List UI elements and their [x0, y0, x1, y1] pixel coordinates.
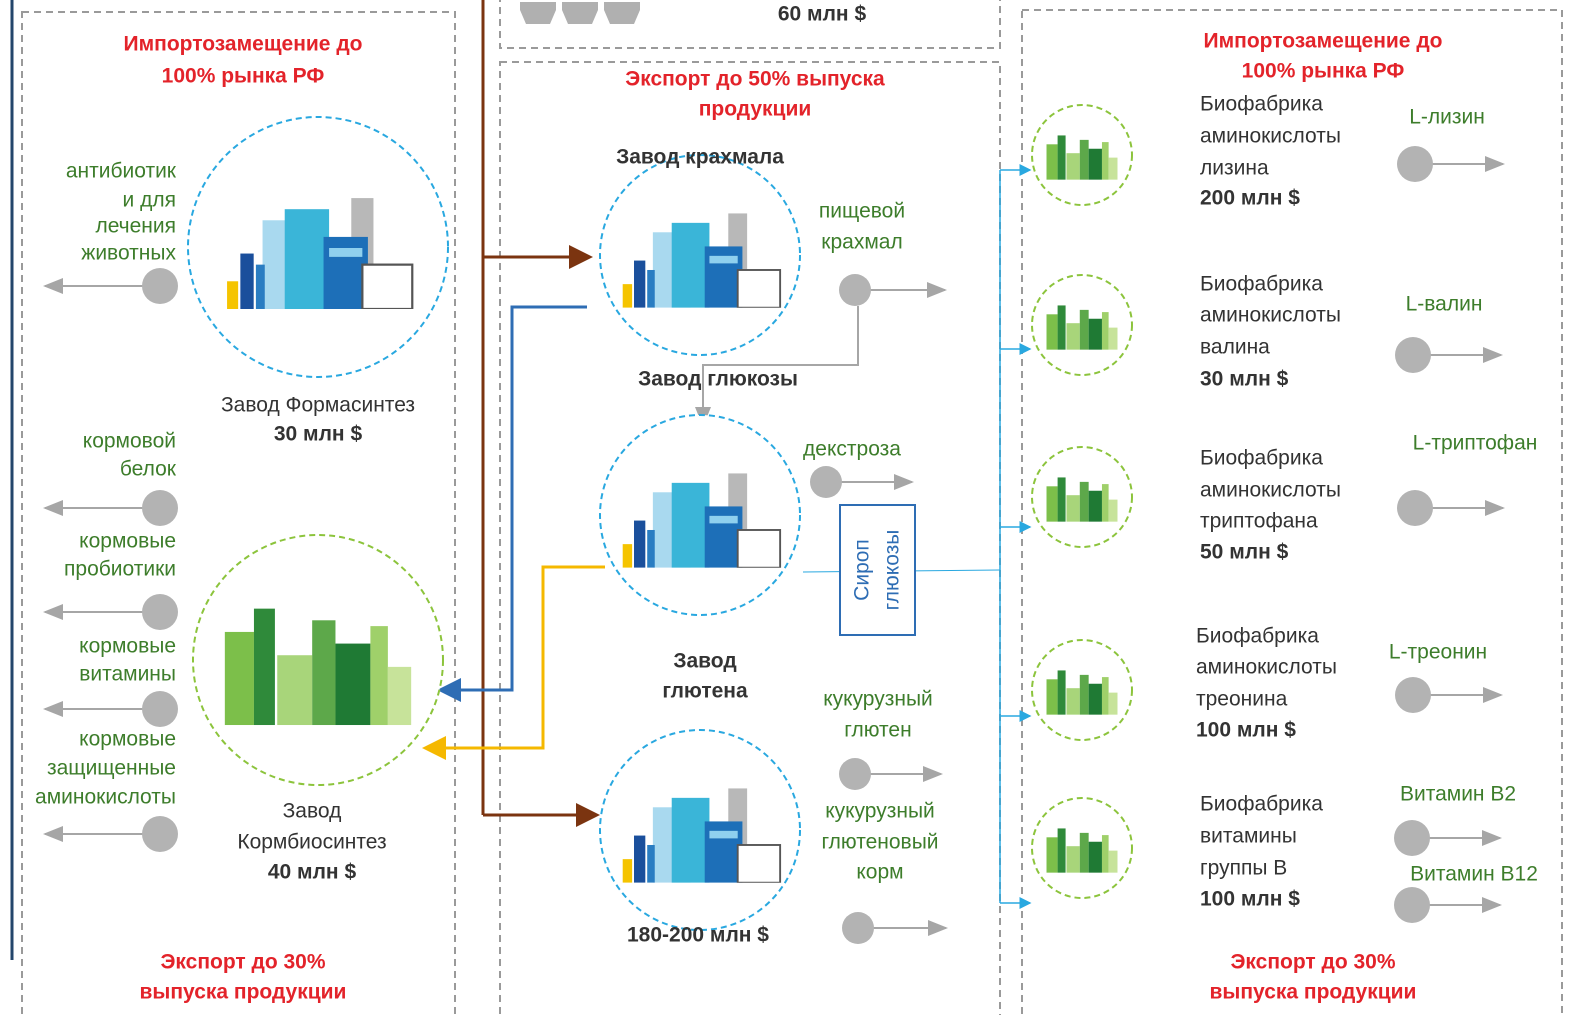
product-dot: [142, 691, 178, 727]
product-dot: [1397, 146, 1433, 182]
product-dot: [1397, 490, 1433, 526]
silo-icons: [520, 2, 640, 24]
product-dot: [1395, 677, 1431, 713]
product-label: животных: [81, 242, 176, 265]
product-label: защищенные: [47, 757, 176, 780]
product-dot: [142, 594, 178, 630]
product-label: корм: [856, 861, 903, 884]
syrup-label: Сироп: [851, 539, 874, 601]
product-label: и для: [123, 189, 176, 212]
factory-name: Биофабрика: [1200, 447, 1323, 470]
product-label: кукурузный: [825, 800, 935, 823]
product-label: пищевой: [819, 200, 905, 223]
product-label: Витамин В12: [1410, 863, 1538, 886]
header: Импортозамещение до: [1204, 30, 1443, 53]
product-dot: [142, 268, 178, 304]
factory-name: Биофабрика: [1200, 793, 1323, 816]
product-label: крахмал: [821, 231, 902, 254]
cost: 40 млн $: [268, 861, 357, 884]
product-label: лечения: [95, 215, 176, 238]
factory-name: триптофана: [1200, 510, 1318, 533]
cost: 50 млн $: [1200, 541, 1289, 564]
syrup-label: глюкозы: [881, 530, 904, 611]
product-dot: [142, 816, 178, 852]
factory-name: Биофабрика: [1196, 625, 1319, 648]
factory-name: аминокислоты: [1200, 304, 1341, 327]
plant-name: глютена: [662, 680, 748, 703]
product-label: глютеновый: [821, 831, 938, 854]
product-label: L-лизин: [1409, 106, 1485, 129]
footer: Экспорт до 30%: [1230, 951, 1395, 974]
factory-name: Биофабрика: [1200, 93, 1323, 116]
plant-name: Завод глюкозы: [638, 368, 798, 391]
product-label: кормовые: [79, 728, 176, 751]
footer: выпуска продукции: [140, 981, 347, 1004]
cost: 60 млн $: [778, 3, 867, 26]
factory-name: треонина: [1196, 688, 1288, 711]
product-dot: [839, 758, 871, 790]
factory-name: аминокислоты: [1200, 479, 1341, 502]
factory-name: аминокислоты: [1196, 656, 1337, 679]
header: 100% рынка РФ: [1242, 60, 1405, 83]
cost: 180-200 млн $: [627, 924, 769, 947]
header: Экспорт до 50% выпуска: [625, 68, 885, 91]
plant-name: Завод: [283, 800, 342, 823]
product-label: кормовые: [79, 530, 176, 553]
product-label: пробиотики: [64, 558, 176, 581]
cost: 30 млн $: [274, 423, 363, 446]
plant-name: Кормбиосинтез: [237, 831, 386, 854]
footer: выпуска продукции: [1210, 981, 1417, 1004]
product-dot: [842, 912, 874, 944]
layer: 60 млн $ Импортозамещение до 100% рынка РФ…: [35, 3, 1538, 1004]
header: Импортозамещение до: [124, 33, 363, 56]
product-dot: [810, 466, 842, 498]
product-label: глютен: [844, 719, 911, 742]
product-dot: [142, 490, 178, 526]
factory-name: лизина: [1200, 157, 1269, 180]
factory-name: витамины: [1200, 825, 1297, 848]
footer: Экспорт до 30%: [160, 951, 325, 974]
product-label: белок: [120, 458, 177, 481]
factory-name: валина: [1200, 336, 1270, 359]
factory-name: аминокислоты: [1200, 125, 1341, 148]
product-label: кормовой: [83, 430, 176, 453]
factory-name: группы В: [1200, 857, 1287, 880]
plant-name: Завод Формасинтез: [221, 394, 415, 417]
cost: 100 млн $: [1200, 888, 1300, 911]
plant-name: Завод крахмала: [616, 146, 784, 169]
product-dot: [839, 274, 871, 306]
product-label: антибиотик: [66, 160, 177, 183]
product-label: L-триптофан: [1413, 432, 1538, 455]
plant-name: Завод: [673, 650, 736, 673]
product-dot: [1394, 820, 1430, 856]
cost: 200 млн $: [1200, 187, 1300, 210]
product-label: L-треонин: [1389, 641, 1487, 664]
cost: 100 млн $: [1196, 719, 1296, 742]
product-label: кукурузный: [823, 688, 933, 711]
header: 100% рынка РФ: [162, 65, 325, 88]
product-dot: [1395, 337, 1431, 373]
product-label: L-валин: [1406, 293, 1483, 316]
factory-name: Биофабрика: [1200, 273, 1323, 296]
product-label: Витамин В2: [1400, 783, 1516, 806]
product-label: декстроза: [803, 438, 901, 461]
cost: 30 млн $: [1200, 368, 1289, 391]
product-label: кормовые: [79, 635, 176, 658]
product-dot: [1394, 887, 1430, 923]
diagram: 60 млн $ Импортозамещение до 100% рынка РФ…: [0, 0, 1581, 1015]
product-label: аминокислоты: [35, 786, 176, 809]
header: продукции: [699, 98, 812, 121]
product-label: витамины: [79, 663, 176, 686]
